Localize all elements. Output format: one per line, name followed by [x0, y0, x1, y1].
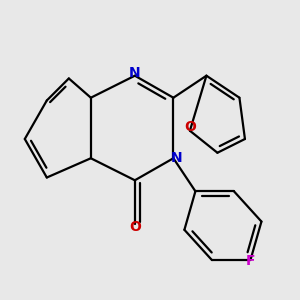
Text: N: N [129, 67, 141, 80]
Text: O: O [129, 220, 141, 233]
Text: F: F [246, 254, 255, 268]
Text: O: O [184, 120, 196, 134]
Text: N: N [171, 151, 182, 165]
